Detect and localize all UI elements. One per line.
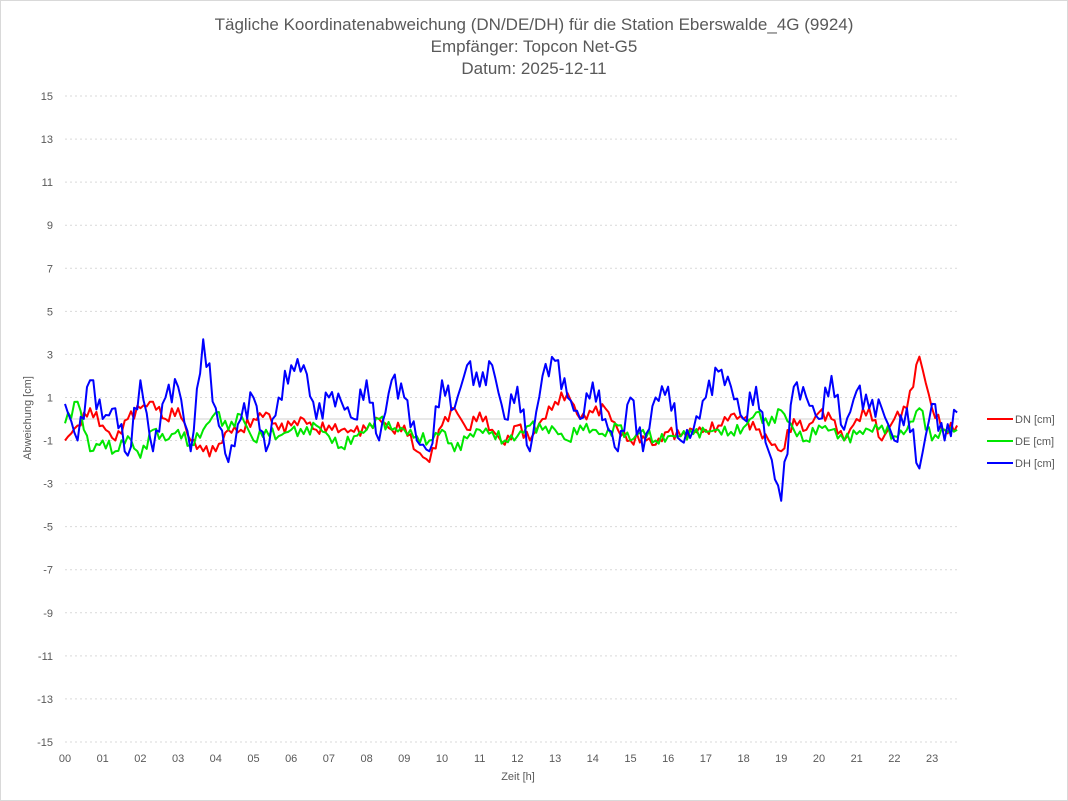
series-line-dh — [64, 338, 958, 502]
title-line-3: Datum: 2025-12-11 — [461, 59, 606, 78]
series-line-dn — [64, 355, 958, 464]
y-tick-label: -13 — [37, 694, 53, 706]
x-tick-label: 06 — [285, 753, 297, 765]
y-tick-label: 7 — [47, 263, 53, 275]
x-tick-label: 11 — [474, 753, 485, 765]
y-axis-ticks: 15 13 11 9 7 5 3 1 -1 -3 -5 -7 -9 -11 -13 -15 — [37, 91, 53, 749]
x-tick-label: 22 — [888, 753, 900, 765]
x-tick-label: 23 — [926, 753, 938, 765]
x-tick-label: 21 — [851, 753, 863, 765]
x-tick-label: 12 — [511, 753, 523, 765]
x-tick-label: 07 — [323, 753, 335, 765]
x-tick-label: 03 — [172, 753, 184, 765]
y-tick-label: -5 — [43, 522, 53, 534]
x-tick-label: 16 — [662, 753, 674, 765]
y-tick-label: 9 — [47, 220, 53, 232]
x-tick-label: 04 — [210, 753, 222, 765]
x-tick-label: 09 — [398, 753, 410, 765]
y-tick-label: 1 — [47, 392, 53, 404]
legend-label: DE [cm] — [1015, 436, 1054, 448]
x-tick-label: 18 — [737, 753, 749, 765]
x-tick-label: 13 — [549, 753, 561, 765]
y-axis-label: Abweichung [cm] — [22, 376, 34, 460]
chart-title: Tägliche Koordinatenabweichung (DN/DE/DH… — [215, 15, 854, 78]
series-lines — [64, 338, 958, 502]
title-line-2: Empfänger: Topcon Net-G5 — [431, 37, 638, 56]
x-tick-label: 02 — [134, 753, 146, 765]
x-tick-label: 01 — [97, 753, 109, 765]
series-line-de — [64, 400, 958, 459]
x-tick-label: 15 — [624, 753, 636, 765]
legend-label: DN [cm] — [1015, 414, 1055, 426]
y-tick-label: -15 — [37, 737, 53, 749]
y-tick-label: -9 — [43, 608, 53, 620]
y-tick-label: 13 — [41, 134, 53, 146]
y-tick-label: -11 — [38, 651, 53, 663]
x-tick-label: 20 — [813, 753, 825, 765]
title-line-1: Tägliche Koordinatenabweichung (DN/DE/DH… — [215, 15, 854, 34]
x-tick-label: 19 — [775, 753, 787, 765]
y-tick-label: -3 — [43, 479, 53, 491]
y-tick-label: -1 — [43, 436, 53, 448]
y-tick-label: -7 — [43, 565, 53, 577]
y-tick-label: 11 — [42, 177, 53, 189]
x-axis-ticks: 00 01 02 03 04 05 06 07 08 09 10 11 12 13 14 15 16 17 18 19… — [59, 753, 938, 765]
x-tick-label: 08 — [360, 753, 372, 765]
x-tick-label: 14 — [587, 753, 599, 765]
x-tick-label: 10 — [436, 753, 448, 765]
x-axis-label: Zeit [h] — [501, 771, 535, 783]
y-tick-label: 15 — [41, 91, 53, 103]
x-tick-label: 17 — [700, 753, 712, 765]
x-tick-label: 05 — [247, 753, 259, 765]
x-tick-label: 00 — [59, 753, 71, 765]
legend: DN [cm] DE [cm] DH [cm] — [987, 414, 1055, 470]
legend-label: DH [cm] — [1015, 458, 1055, 470]
grid — [65, 95, 959, 743]
y-tick-label: 5 — [47, 306, 53, 318]
y-tick-label: 3 — [47, 349, 53, 361]
